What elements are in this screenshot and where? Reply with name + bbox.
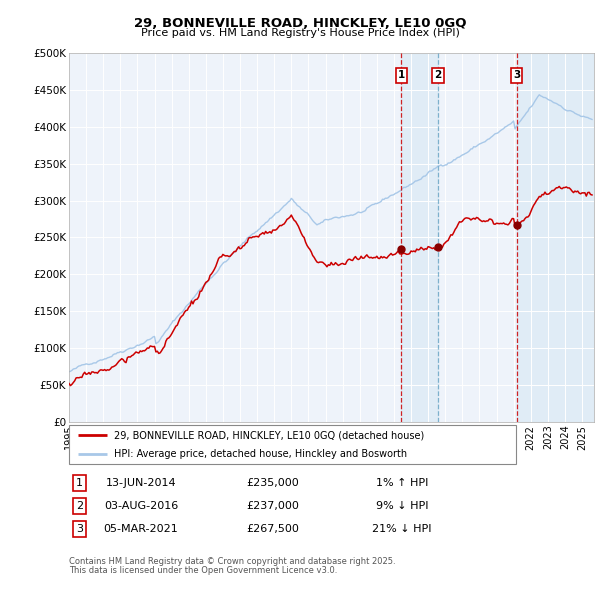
- Text: 1% ↑ HPI: 1% ↑ HPI: [376, 478, 428, 487]
- Text: 3: 3: [76, 524, 83, 533]
- FancyBboxPatch shape: [69, 425, 516, 464]
- Text: 1: 1: [76, 478, 83, 487]
- Text: 3: 3: [513, 70, 520, 80]
- Text: 29, BONNEVILLE ROAD, HINCKLEY, LE10 0GQ: 29, BONNEVILLE ROAD, HINCKLEY, LE10 0GQ: [134, 17, 466, 30]
- Text: 1: 1: [398, 70, 405, 80]
- Text: 13-JUN-2014: 13-JUN-2014: [106, 478, 176, 487]
- Text: £267,500: £267,500: [247, 524, 299, 533]
- Text: This data is licensed under the Open Government Licence v3.0.: This data is licensed under the Open Gov…: [69, 566, 337, 575]
- Text: £237,000: £237,000: [247, 501, 299, 510]
- Text: 29, BONNEVILLE ROAD, HINCKLEY, LE10 0GQ (detached house): 29, BONNEVILLE ROAD, HINCKLEY, LE10 0GQ …: [114, 431, 424, 441]
- Text: 2: 2: [434, 70, 442, 80]
- Bar: [401, 53, 438, 422]
- Text: 21% ↓ HPI: 21% ↓ HPI: [372, 524, 432, 533]
- Text: 05-MAR-2021: 05-MAR-2021: [104, 524, 178, 533]
- Text: Price paid vs. HM Land Registry's House Price Index (HPI): Price paid vs. HM Land Registry's House …: [140, 28, 460, 38]
- Bar: [517, 53, 594, 422]
- Text: HPI: Average price, detached house, Hinckley and Bosworth: HPI: Average price, detached house, Hinc…: [114, 448, 407, 458]
- Text: Contains HM Land Registry data © Crown copyright and database right 2025.: Contains HM Land Registry data © Crown c…: [69, 557, 395, 566]
- Text: 2: 2: [76, 501, 83, 510]
- Text: 9% ↓ HPI: 9% ↓ HPI: [376, 501, 428, 510]
- Text: £235,000: £235,000: [247, 478, 299, 487]
- Text: 03-AUG-2016: 03-AUG-2016: [104, 501, 178, 510]
